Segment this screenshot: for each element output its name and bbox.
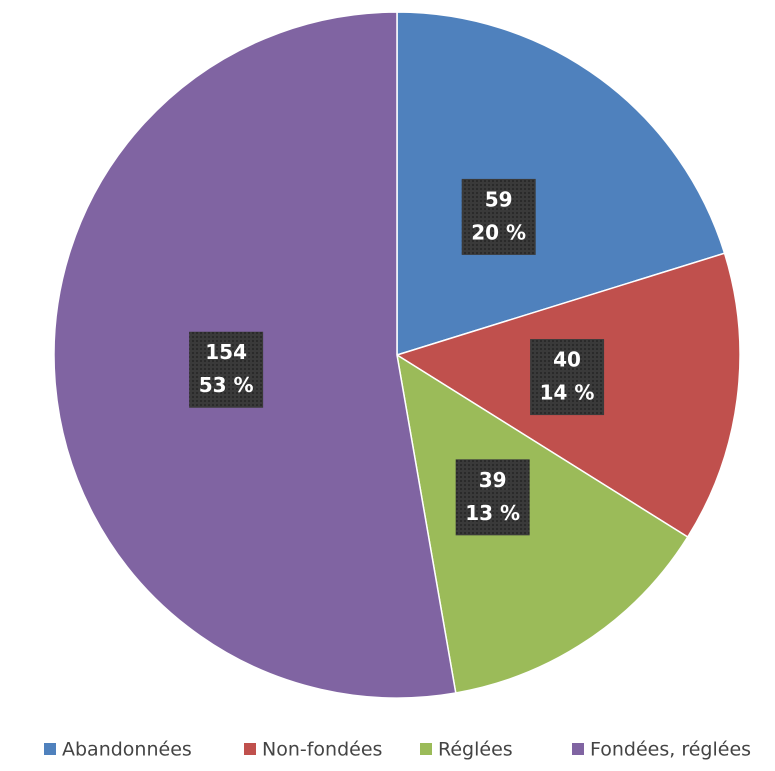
data-label: 154 [205, 340, 247, 364]
legend-swatch [420, 743, 432, 755]
pie-slice [396, 11, 726, 357]
legend-label: Abandonnées [62, 739, 192, 761]
legend-swatch [44, 743, 56, 755]
data-label: 59 [485, 187, 513, 211]
legend-swatch [244, 743, 256, 755]
legend-label: Réglées [438, 739, 513, 761]
data-label-box [461, 178, 536, 255]
legend-label: Fondées, réglées [590, 739, 751, 761]
data-label: 20 % [471, 220, 526, 244]
data-label: 14 % [540, 381, 595, 405]
data-label-box [530, 339, 605, 416]
legend-label: Non-fondées [262, 739, 382, 761]
data-label: 40 [553, 348, 581, 372]
data-label: 53 % [199, 373, 254, 397]
data-label: 39 [479, 468, 507, 492]
data-label-box [189, 331, 264, 408]
data-label: 13 % [465, 501, 520, 525]
legend-swatch [572, 743, 584, 755]
pie-slice [395, 353, 689, 694]
data-label-box [455, 459, 530, 536]
